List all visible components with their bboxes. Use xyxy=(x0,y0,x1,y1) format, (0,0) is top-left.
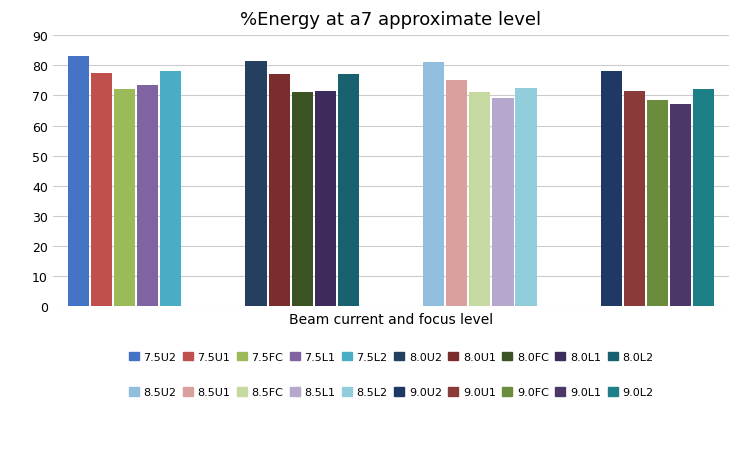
Bar xyxy=(469,93,490,307)
Bar xyxy=(245,62,267,307)
Bar xyxy=(68,57,89,307)
Bar xyxy=(292,93,313,307)
Bar xyxy=(601,72,622,307)
Bar xyxy=(493,99,514,307)
Bar xyxy=(623,92,645,307)
Bar xyxy=(693,90,714,307)
Bar xyxy=(314,92,336,307)
Bar xyxy=(647,101,668,307)
X-axis label: Beam current and focus level: Beam current and focus level xyxy=(289,312,493,326)
Bar xyxy=(515,89,537,307)
Bar xyxy=(338,75,359,307)
Bar xyxy=(160,72,181,307)
Legend: 8.5U2, 8.5U1, 8.5FC, 8.5L1, 8.5L2, 9.0U2, 9.0U1, 9.0FC, 9.0L1, 9.0L2: 8.5U2, 8.5U1, 8.5FC, 8.5L1, 8.5L2, 9.0U2… xyxy=(125,382,657,402)
Bar xyxy=(670,105,691,307)
Title: %Energy at a7 approximate level: %Energy at a7 approximate level xyxy=(241,11,541,29)
Bar xyxy=(446,81,468,307)
Bar xyxy=(91,74,112,307)
Bar xyxy=(268,75,290,307)
Bar xyxy=(137,86,159,307)
Bar xyxy=(114,90,135,307)
Bar xyxy=(423,63,444,307)
